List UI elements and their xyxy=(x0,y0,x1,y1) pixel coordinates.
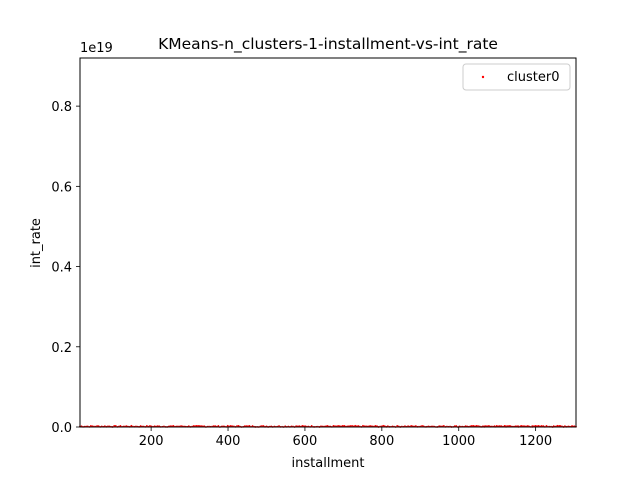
x-axis-label: installment xyxy=(292,456,365,471)
scatter-point-cluster0 xyxy=(251,425,254,427)
y-offset-label: 1e19 xyxy=(80,41,113,56)
scatter-point-cluster0 xyxy=(495,425,498,427)
scatter-point-cluster0 xyxy=(198,425,201,427)
scatter-point-cluster0 xyxy=(119,424,122,427)
scatter-point-cluster0 xyxy=(357,425,360,427)
scatter-point-cluster0 xyxy=(310,425,313,427)
scatter-point-cluster0 xyxy=(326,425,329,427)
scatter-point-cluster0 xyxy=(229,425,232,427)
scatter-point-cluster0 xyxy=(332,425,335,427)
scatter-point-cluster0 xyxy=(114,424,117,427)
scatter-point-cluster0 xyxy=(180,425,182,427)
scatter-point-cluster0 xyxy=(149,425,151,427)
scatter-point-cluster0 xyxy=(354,424,357,427)
scatter-point-cluster0 xyxy=(145,424,148,427)
scatter-point-cluster0 xyxy=(248,425,251,427)
scatter-point-cluster0 xyxy=(262,425,265,427)
scatter-point-cluster0 xyxy=(505,425,507,427)
scatter-point-cluster0 xyxy=(524,425,526,427)
scatter-point-cluster0 xyxy=(503,425,506,427)
scatter-point-cluster0 xyxy=(477,425,479,427)
scatter-point-cluster0 xyxy=(536,425,538,427)
scatter-point-cluster0 xyxy=(542,425,545,427)
scatter-point-cluster0 xyxy=(552,425,555,427)
scatter-point-cluster0 xyxy=(545,425,548,427)
scatter-point-cluster0 xyxy=(337,425,340,427)
scatter-point-cluster0 xyxy=(237,425,240,427)
y-tick-label: 0.4 xyxy=(51,261,72,276)
scatter-point-cluster0 xyxy=(113,424,116,427)
legend-marker-cluster0 xyxy=(481,75,485,79)
scatter-point-cluster0 xyxy=(421,425,423,427)
scatter-point-cluster0 xyxy=(517,425,519,427)
scatter-point-cluster0 xyxy=(362,424,364,427)
scatter-point-cluster0 xyxy=(527,425,529,427)
scatter-point-cluster0 xyxy=(197,424,200,427)
y-tick-label: 0.2 xyxy=(51,341,72,356)
scatter-point-cluster0 xyxy=(470,425,473,427)
y-tick-label: 0.6 xyxy=(51,180,72,195)
x-tick-label: 800 xyxy=(369,434,394,449)
scatter-point-cluster0 xyxy=(396,424,399,427)
scatter-point-cluster0 xyxy=(341,424,344,427)
scatter-point-cluster0 xyxy=(455,425,458,427)
scatter-point-cluster0 xyxy=(442,425,445,427)
scatter-point-cluster0 xyxy=(172,424,175,427)
scatter-point-cluster0 xyxy=(540,425,543,427)
scatter-point-cluster0 xyxy=(414,425,417,427)
y-tick-label: 0.0 xyxy=(51,421,72,436)
x-tick-label: 1000 xyxy=(442,434,475,449)
scatter-point-cluster0 xyxy=(194,425,196,427)
legend-label-cluster0: cluster0 xyxy=(507,70,559,85)
legend-box xyxy=(462,63,571,91)
scatter-point-cluster0 xyxy=(374,425,377,427)
scatter-point-cluster0 xyxy=(564,425,566,427)
scatter-point-cluster0 xyxy=(301,424,304,427)
scatter-point-cluster0 xyxy=(410,425,413,427)
x-axis: 200 400 600 800 1000 1200 xyxy=(139,427,552,449)
plot-frame xyxy=(79,57,577,428)
x-tick-label: 600 xyxy=(293,434,318,449)
scatter-point-cluster0 xyxy=(559,425,562,427)
y-tick-label: 0.8 xyxy=(51,100,72,115)
scatter-point-cluster0 xyxy=(226,424,229,427)
scatter-point-cluster0 xyxy=(217,424,220,427)
scatter-point-cluster0 xyxy=(89,425,92,427)
scatter-point-cluster0 xyxy=(382,424,385,427)
plot-area xyxy=(80,58,576,427)
scatter-point-cluster0 xyxy=(531,425,533,427)
y-axis: 0.0 0.2 0.4 0.6 0.8 xyxy=(51,100,80,436)
scatter-point-cluster0 xyxy=(130,424,133,427)
scatter-point-cluster0 xyxy=(508,424,511,427)
scatter-point-cluster0 xyxy=(571,425,573,427)
y-axis-label: int_rate xyxy=(29,218,44,268)
x-tick-label: 200 xyxy=(139,434,164,449)
scatter-point-cluster0 xyxy=(261,425,263,427)
scatter-point-cluster0 xyxy=(493,425,496,427)
scatter-point-cluster0 xyxy=(484,425,486,427)
scatter-point-cluster0 xyxy=(520,425,522,427)
x-tick-label: 400 xyxy=(216,434,241,449)
scatter-point-cluster0 xyxy=(509,425,512,427)
x-tick-label: 1200 xyxy=(519,434,552,449)
legend: cluster0 xyxy=(462,63,571,91)
scatter-point-cluster0 xyxy=(351,425,353,427)
scatter-point-cluster0 xyxy=(343,425,346,427)
scatter-point-cluster0 xyxy=(195,424,198,427)
scatter-point-cluster0 xyxy=(473,425,475,427)
chart-title: KMeans-n_clusters-1-installment-vs-int_r… xyxy=(158,35,498,54)
scatter-point-cluster0 xyxy=(556,424,559,427)
